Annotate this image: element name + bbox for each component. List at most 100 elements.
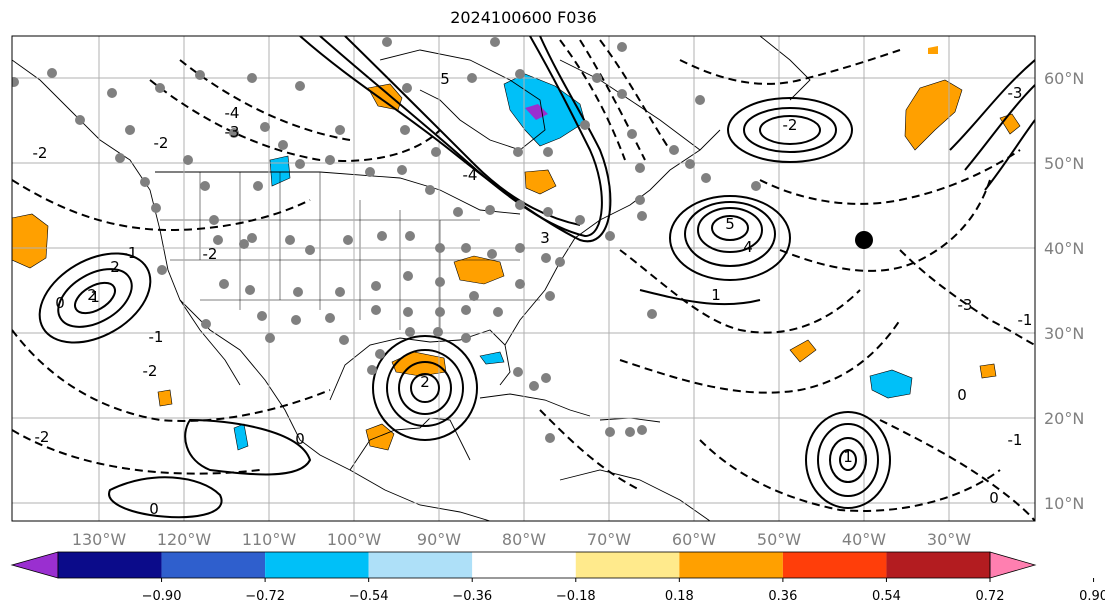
colorbar: −0.90 −0.72 −0.54 −0.36 −0.18 0.18 0.36 0.54 0.7… — [10, 551, 1105, 604]
contour-label: -1 — [149, 328, 164, 346]
lon-tick-label: 50°W — [757, 530, 801, 549]
contour-label: -2 — [783, 116, 798, 134]
contour-label: 2 — [110, 258, 120, 276]
yucatan-line — [349, 417, 471, 471]
colorbar-label: −0.54 — [349, 589, 389, 604]
contour-high-tropics — [805, 411, 891, 509]
baja-line — [179, 299, 241, 386]
west-coast-line — [12, 59, 491, 521]
lat-tick-label: 10°N — [1044, 494, 1084, 513]
cuba-line — [479, 393, 591, 417]
colorbar-label: 0.72 — [976, 589, 1005, 604]
contour-label: -3 — [1008, 84, 1023, 102]
colorbar-bin — [679, 552, 783, 578]
contour-label: -2 — [33, 144, 48, 162]
lon-tick-label: 70°W — [587, 530, 631, 549]
southamerica-line — [559, 469, 711, 521]
lon-tick-label: 130°W — [72, 530, 127, 549]
colorbar-bin — [575, 552, 680, 578]
cyan-region-pacific — [233, 423, 249, 451]
cyan-region-florida — [479, 351, 505, 365]
contour-label: -4 — [463, 166, 478, 184]
colorbar-bin — [886, 552, 990, 578]
lat-tick-labels: 60°N 50°N 40°N 30°N 20°N 10°N — [1044, 69, 1084, 513]
gulf-coast-line — [329, 329, 511, 401]
lat-tick-label: 20°N — [1044, 409, 1084, 428]
contour-label: -1 — [1008, 431, 1023, 449]
lon-tick-label: 110°W — [242, 530, 297, 549]
orange-region-west — [12, 213, 49, 269]
orange-region-sargasso — [789, 339, 817, 363]
colorbar-bin — [782, 552, 887, 578]
colorbar-frame — [57, 551, 991, 579]
colorbar-label: 0.36 — [768, 589, 797, 604]
contour-label: 5 — [725, 215, 735, 233]
colorbar-bin — [161, 552, 266, 578]
lat-tick-label: 60°N — [1044, 69, 1084, 88]
contour-label: 1 — [90, 288, 100, 306]
contour-label: 0 — [149, 500, 159, 518]
lon-tick-label: 120°W — [157, 530, 212, 549]
contour-label: 1 — [843, 448, 853, 466]
lat-tick-label: 30°N — [1044, 324, 1084, 343]
colorbar-label: −0.18 — [556, 589, 596, 604]
contour-label: -2 — [203, 245, 218, 263]
colorbar-label: −0.90 — [142, 589, 182, 604]
contour-jet-trough — [299, 36, 612, 243]
contour-high-northatlantic — [727, 97, 853, 163]
lon-tick-label: 100°W — [327, 530, 382, 549]
map-border — [11, 35, 1036, 522]
contour-label: -2 — [154, 134, 169, 152]
orange-region-quebec — [524, 169, 557, 195]
contour-label: 0 — [295, 430, 305, 448]
contour-label: 1 — [711, 286, 721, 304]
negative-contours — [12, 39, 1035, 521]
contour-label: 2 — [420, 373, 430, 391]
lat-tick-label: 50°N — [1044, 154, 1084, 173]
positive-contours — [38, 36, 1035, 519]
colorbar-bin — [265, 552, 369, 578]
lon-tick-label: 40°W — [842, 530, 886, 549]
lon-tick-label: 80°W — [502, 530, 546, 549]
contour-label: -3 — [225, 123, 240, 141]
contour-label: 0 — [957, 386, 967, 404]
contour-label: -3 — [958, 296, 973, 314]
colorbar-label: −0.36 — [452, 589, 492, 604]
orange-region-northatlantic — [904, 79, 963, 151]
colorbar-label: −0.72 — [245, 589, 285, 604]
map-title: 2024100600 F036 — [450, 8, 597, 27]
contour-label: 0 — [55, 294, 65, 312]
orange-region-small1 — [157, 389, 173, 407]
contour-label: 2 — [87, 286, 97, 304]
colorbar-bin — [472, 552, 576, 578]
greenland-line — [759, 36, 811, 101]
hudson-bay-line — [379, 49, 546, 151]
contour-label: 5 — [440, 70, 450, 88]
contour-label: -1 — [123, 244, 138, 262]
lat-tick-label: 40°N — [1044, 239, 1084, 258]
orange-region-mexico — [365, 423, 395, 451]
contour-label: -1 — [1018, 311, 1033, 329]
orange-region-ohio — [453, 255, 505, 285]
lon-tick-label: 30°W — [927, 530, 971, 549]
orange-region-small2 — [979, 363, 997, 379]
contour-label: -2 — [143, 362, 158, 380]
colorbar-bin — [58, 552, 162, 578]
contour-high-pacific — [38, 252, 152, 344]
contour-label: 3 — [540, 229, 550, 247]
station-dots — [12, 37, 761, 443]
contour-label: 4 — [743, 238, 753, 256]
lon-tick-label: 60°W — [672, 530, 716, 549]
lon-tick-label: 90°W — [417, 530, 461, 549]
colorbar-label: 0.18 — [665, 589, 694, 604]
colorbar-extend-low — [10, 551, 59, 579]
lon-tick-labels: 130°W 120°W 110°W 100°W 90°W 80°W 70°W 60°W 50°W… — [72, 530, 971, 549]
contour-label: -4 — [225, 104, 240, 122]
orange-region-small3 — [928, 46, 938, 54]
contour-label: -2 — [35, 428, 50, 446]
cyan-region-atlantic — [869, 369, 913, 399]
contour-high-atlantic — [669, 195, 791, 281]
